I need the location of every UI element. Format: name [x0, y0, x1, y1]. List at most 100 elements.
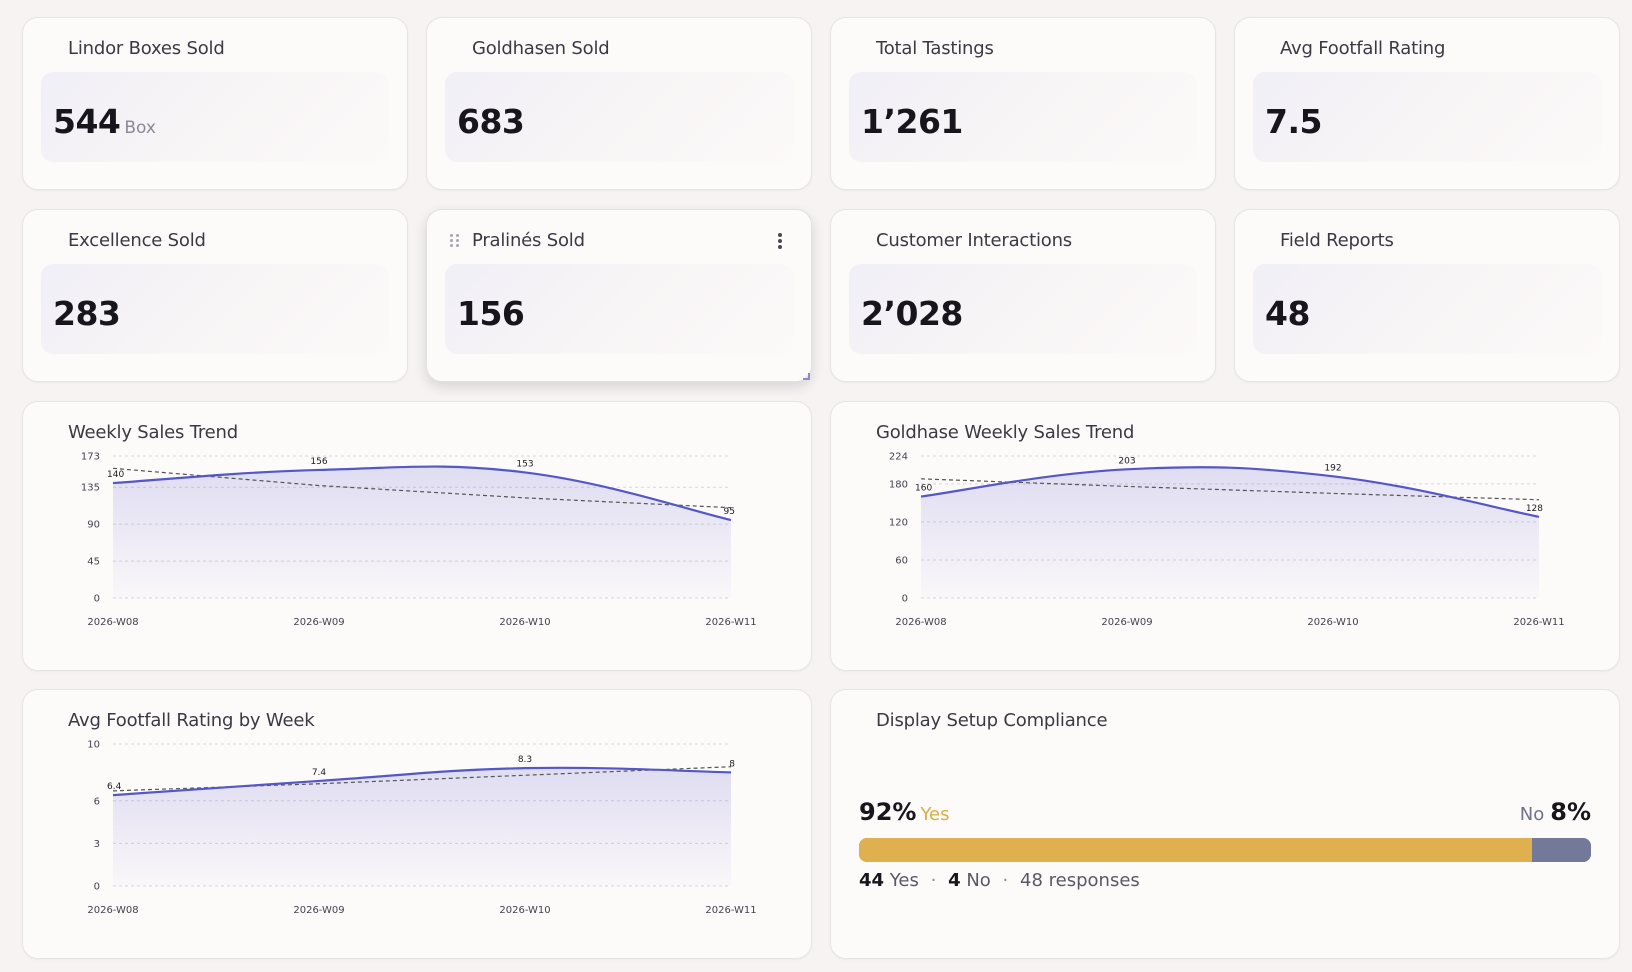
yes-label: Yes [920, 804, 950, 825]
kpi-value-panel [41, 72, 389, 162]
kpi-value: 544 Box [53, 102, 156, 141]
kpi-title: Pralinés Sold [472, 230, 585, 251]
x-tick-label: 2026-W09 [1101, 617, 1152, 628]
compliance-summary: 44 Yes · 4 No · 48 responses [859, 870, 1140, 891]
kpi-title: Total Tastings [876, 38, 994, 59]
goldhase-sales-trend-card[interactable]: Goldhase Weekly Sales Trend 0 60 120 180 224… [830, 401, 1620, 671]
y-tick-label: 3 [94, 839, 100, 850]
x-tick-label: 2026-W10 [499, 905, 550, 916]
data-label: 203 [1118, 456, 1135, 466]
compliance-bar-no [1532, 838, 1591, 862]
x-tick-label: 2026-W09 [293, 617, 344, 628]
x-tick-label: 2026-W10 [499, 617, 550, 628]
kpi-value-panel [41, 264, 389, 354]
kpi-title: Field Reports [1280, 230, 1394, 251]
y-tick-label: 120 [889, 517, 908, 528]
x-tick-label: 2026-W11 [705, 617, 756, 628]
yes-word: Yes [889, 870, 919, 891]
more-options-icon[interactable] [777, 233, 783, 249]
y-tick-label: 0 [94, 594, 100, 605]
y-tick-label: 6 [94, 796, 100, 807]
kpi-title: Excellence Sold [68, 230, 206, 251]
kpi-value-panel [445, 72, 793, 162]
kpi-card-footfall[interactable]: Avg Footfall Rating 7.5 [1234, 17, 1620, 190]
y-tick-label: 45 [87, 557, 100, 568]
kpi-value: 48 [1265, 294, 1310, 333]
weekly-sales-trend-chart: 0 45 90 135 173 2026-W08 2026-W09 2026-W10 2026-… [81, 452, 757, 629]
x-tick-label: 2026-W08 [895, 617, 946, 628]
data-label: 8.3 [518, 755, 532, 765]
kpi-card-excellence[interactable]: Excellence Sold 283 [22, 209, 408, 382]
data-label: 140 [107, 470, 124, 480]
kpi-card-tastings[interactable]: Total Tastings 1’261 [830, 17, 1216, 190]
kpi-value-panel [1253, 72, 1601, 162]
kpi-value: 7.5 [1265, 102, 1322, 141]
trend-line [112, 467, 732, 509]
kpi-value-panel [445, 264, 793, 354]
kpi-card-interactions[interactable]: Customer Interactions 2’028 [830, 209, 1216, 382]
series-line [920, 466, 1540, 518]
data-label: 6.4 [107, 782, 122, 792]
kpi-number: 544 [53, 102, 121, 141]
x-tick-label: 2026-W11 [705, 905, 756, 916]
x-tick-label: 2026-W08 [87, 905, 138, 916]
drag-handle-icon[interactable] [449, 234, 461, 248]
chart-title: Goldhase Weekly Sales Trend [876, 422, 1135, 443]
y-tick-label: 180 [889, 479, 908, 490]
data-label: 153 [516, 459, 533, 469]
area-fill [921, 467, 1539, 598]
resize-handle-icon[interactable] [803, 373, 810, 380]
kpi-value-panel [1253, 264, 1601, 354]
area-fill [113, 466, 731, 598]
kpi-unit: Box [124, 118, 156, 138]
compliance-bar-yes [859, 838, 1533, 862]
trend-line [920, 478, 1540, 501]
yes-count: 44 [859, 870, 885, 891]
data-label: 192 [1324, 463, 1341, 473]
weekly-sales-trend-card[interactable]: Weekly Sales Trend 0 45 90 135 173 2026-W08 20… [22, 401, 812, 671]
data-label: 7.4 [312, 768, 327, 778]
chart-title: Avg Footfall Rating by Week [68, 710, 315, 731]
kpi-value: 156 [457, 294, 525, 333]
data-label: 156 [310, 457, 327, 467]
y-tick-label: 0 [94, 882, 100, 893]
footfall-rating-card[interactable]: Avg Footfall Rating by Week 0 3 6 10 2026-W0… [22, 689, 812, 959]
chart-title: Weekly Sales Trend [68, 422, 238, 443]
no-pct: 8% [1550, 798, 1591, 826]
no-word: No [966, 870, 991, 891]
kpi-title: Avg Footfall Rating [1280, 38, 1446, 59]
data-label: 8 [729, 759, 735, 769]
y-tick-label: 224 [889, 452, 908, 463]
no-label: No [1519, 804, 1545, 825]
compliance-title: Display Setup Compliance [876, 710, 1108, 731]
kpi-value: 283 [53, 294, 121, 333]
kpi-card-goldhasen[interactable]: Goldhasen Sold 683 [426, 17, 812, 190]
y-tick-label: 60 [895, 555, 908, 566]
trend-line [112, 766, 732, 792]
y-tick-label: 90 [87, 520, 100, 531]
y-tick-label: 135 [81, 483, 100, 494]
response-count: 48 responses [1020, 870, 1140, 891]
kpi-title: Lindor Boxes Sold [68, 38, 225, 59]
kpi-value-panel [849, 72, 1197, 162]
no-percentage: No 8% [1520, 798, 1591, 826]
kpi-value: 2’028 [861, 294, 963, 333]
kpi-card-lindor[interactable]: Lindor Boxes Sold 544 Box [22, 17, 408, 190]
x-tick-label: 2026-W09 [293, 905, 344, 916]
data-label: 160 [915, 484, 932, 494]
kpi-title: Customer Interactions [876, 230, 1072, 251]
series-line [112, 465, 732, 522]
kpi-value-panel [849, 264, 1197, 354]
display-compliance-card[interactable]: Display Setup Compliance 92% Yes No 8% 44 … [830, 689, 1620, 959]
separator-dot: · [930, 870, 937, 891]
kpi-card-field-reports[interactable]: Field Reports 48 [1234, 209, 1620, 382]
area-fill [113, 767, 731, 886]
kpi-title: Goldhasen Sold [472, 38, 610, 59]
y-tick-label: 10 [87, 740, 100, 751]
no-count: 4 [948, 870, 961, 891]
yes-pct: 92% [859, 798, 917, 826]
compliance-header: 92% Yes No 8% [859, 798, 1591, 828]
footfall-rating-chart: 0 3 6 10 2026-W08 2026-W09 2026-W10 2026-W11 6.4… [87, 740, 756, 917]
y-tick-label: 173 [81, 452, 100, 463]
kpi-card-pralines[interactable]: Pralinés Sold 156 [426, 209, 812, 382]
